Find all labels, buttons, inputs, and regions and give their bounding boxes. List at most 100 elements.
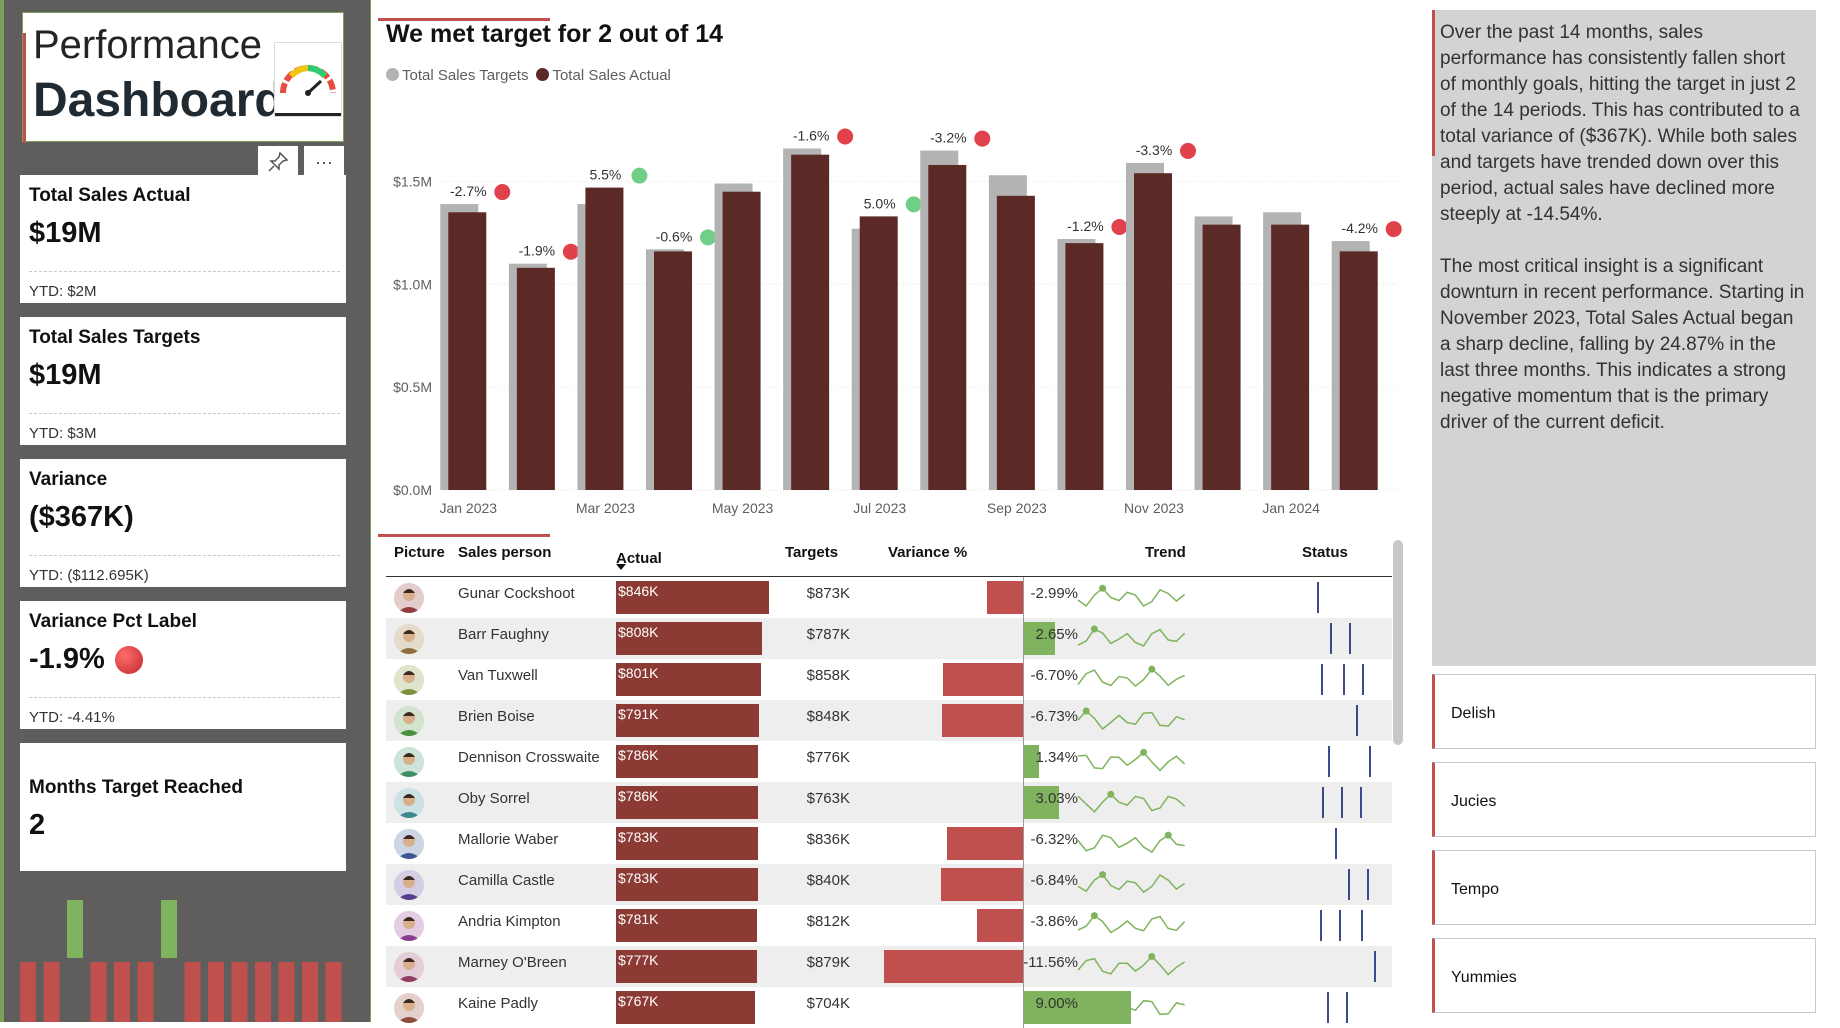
variance-value: -3.86% (1030, 913, 1078, 930)
sparkline-peak-marker (1148, 665, 1156, 673)
table-row[interactable]: Gunar Cockshoot $846K $873K -2.99% (386, 577, 1392, 618)
trend-sparkline (1077, 790, 1186, 813)
actual-bar (616, 704, 760, 737)
status-green-marker (905, 196, 922, 213)
bar-actual (585, 187, 624, 490)
pin-icon[interactable] (258, 146, 298, 178)
trend-sparkline (1077, 831, 1185, 854)
x-tick-label: Jan 2024 (1262, 500, 1320, 516)
col-header-targets[interactable]: Targets (785, 544, 839, 561)
x-tick-label: Mar 2023 (576, 500, 635, 516)
trend-sparkline (1077, 871, 1186, 894)
legend-label-targets: Total Sales Targets (402, 67, 529, 84)
table-row[interactable]: Barr Faughny $808K $787K 2.65% (386, 618, 1392, 659)
data-label-variance: -2.7% (450, 183, 487, 199)
month-missed-bar (114, 962, 130, 1022)
col-header-variance[interactable]: Variance % (888, 544, 968, 561)
variance-axis (1023, 823, 1024, 864)
data-label-variance: -1.6% (793, 128, 830, 144)
kpi-label: Variance (29, 469, 108, 490)
data-label-variance: -1.2% (1067, 218, 1104, 234)
avatar (394, 706, 424, 736)
table-row[interactable]: Kaine Padly $767K $704K 9.00% (386, 987, 1392, 1028)
variance-axis (1023, 577, 1024, 618)
bar-actual (1339, 251, 1378, 490)
data-label-variance: -3.2% (930, 130, 967, 146)
x-tick-label: Jul 2023 (853, 500, 906, 516)
actual-value: $783K (618, 829, 659, 845)
trend-sparkline (1077, 748, 1186, 772)
kpi-card-months-target-reached: Months Target Reached 2 (20, 743, 346, 871)
table-row[interactable]: Brien Boise $791K $848K -6.73% (386, 700, 1392, 741)
legend-item-targets[interactable]: Total Sales Targets (386, 67, 528, 84)
col-header-salesperson[interactable]: Sales person (458, 544, 552, 561)
title-line-2: Dashboard (33, 74, 284, 127)
slicer-item-jucies[interactable]: Jucies (1432, 762, 1816, 837)
salesperson-name: Gunar Cockshoot (458, 585, 575, 602)
status-red-marker (494, 184, 511, 201)
bar-actual (859, 216, 898, 490)
y-tick-label: $1.5M (393, 173, 432, 189)
sparkline-peak-marker (1140, 748, 1148, 756)
actual-bar (616, 827, 758, 860)
bar-actual (928, 164, 967, 490)
month-missed-bar (208, 962, 224, 1022)
status-ticks (1374, 951, 1376, 982)
salesperson-name: Barr Faughny (458, 626, 549, 643)
table-row[interactable]: Dennison Crosswaite $786K $776K 1.34% (386, 741, 1392, 782)
slicer-item-yummies[interactable]: Yummies (1432, 938, 1816, 1013)
avatar (394, 829, 424, 859)
target-value: $836K (806, 831, 850, 848)
kpi-separator (29, 271, 340, 272)
table-row[interactable]: Oby Sorrel $786K $763K 3.03% (386, 782, 1392, 823)
actual-bar (616, 622, 763, 655)
sparkline-path (1077, 955, 1186, 976)
target-value: $704K (806, 995, 850, 1012)
status-ticks (1320, 910, 1363, 941)
col-header-trend[interactable]: Trend (1145, 544, 1186, 561)
slicer-item-delish[interactable]: Delish (1432, 674, 1816, 749)
col-header-status[interactable]: Status (1302, 544, 1348, 561)
status-red-marker (1180, 142, 1196, 159)
variance-axis (1023, 659, 1024, 700)
data-label-variance: -1.9% (519, 243, 556, 259)
table-row[interactable]: Van Tuxwell $801K $858K -6.70% (386, 659, 1392, 700)
gauge-icon (275, 43, 341, 116)
sparkline-peak-marker (1164, 831, 1172, 839)
title-accent (23, 33, 26, 143)
month-missed-bar (90, 962, 107, 1022)
table-row[interactable]: Mallorie Waber $783K $836K -6.32% (386, 823, 1392, 864)
status-ticks (1335, 828, 1337, 859)
kpi-label: Months Target Reached (29, 777, 243, 798)
bar-actual (448, 212, 487, 490)
kpi-separator (29, 697, 340, 698)
more-options-icon[interactable]: ··· (304, 146, 344, 178)
insights-narrative: Over the past 14 months, sales performan… (1432, 10, 1816, 666)
sparkline-peak-marker (1090, 625, 1098, 633)
col-header-picture[interactable]: Picture (394, 544, 445, 561)
table-scrollbar[interactable] (1393, 540, 1403, 745)
sparkline-peak-marker (1090, 912, 1098, 920)
avatar (394, 993, 424, 1023)
y-tick-label: $0.0M (393, 482, 432, 498)
kpi-card-variance-pct: Variance Pct Label -1.9% YTD: -4.41% (20, 601, 346, 729)
table-row[interactable]: Andria Kimpton $781K $812K -3.86% (386, 905, 1392, 946)
salesperson-name: Camilla Castle (458, 872, 555, 889)
y-tick-label: $1.0M (393, 276, 432, 292)
kpi-label: Total Sales Actual (29, 185, 191, 206)
status-green-marker (700, 229, 716, 246)
table-row[interactable]: Camilla Castle $783K $840K -6.84% (386, 864, 1392, 905)
month-missed-bar (137, 962, 154, 1022)
actual-value: $786K (618, 747, 659, 763)
legend-item-actual[interactable]: Total Sales Actual (536, 67, 671, 84)
slicer-item-tempo[interactable]: Tempo (1432, 850, 1816, 925)
table-title-accent (378, 534, 550, 537)
table-row[interactable]: Marney O'Breen $777K $879K -11.56% (386, 946, 1392, 987)
avatar (394, 870, 424, 900)
trend-sparkline (1077, 665, 1185, 688)
sparkline-peak-marker (1099, 871, 1107, 879)
data-label-variance: -4.2% (1341, 220, 1378, 236)
variance-axis (1023, 864, 1024, 905)
variance-bar (940, 868, 1023, 901)
salesperson-name: Marney O'Breen (458, 954, 567, 971)
